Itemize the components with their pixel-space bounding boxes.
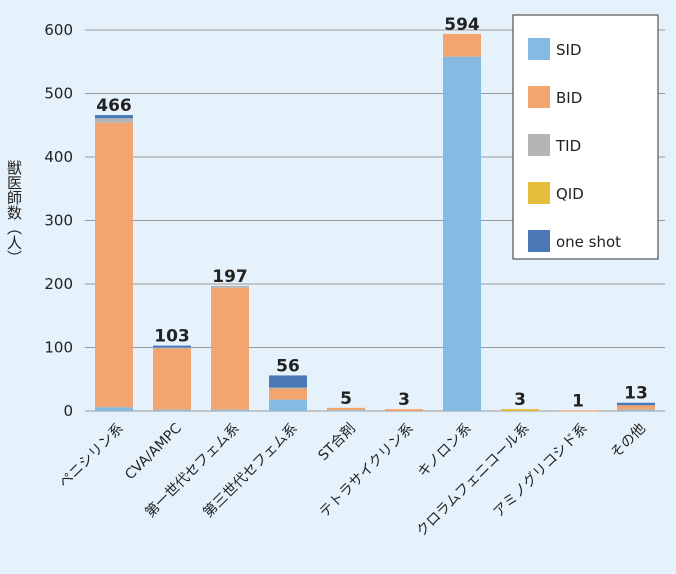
bar-segment	[327, 407, 365, 411]
legend-label: TID	[555, 137, 581, 155]
bar-segment	[95, 118, 133, 123]
bar-segment	[617, 405, 655, 410]
bar-segment	[95, 407, 133, 411]
y-tick-label: 0	[63, 402, 73, 420]
total-label: 1	[572, 391, 584, 411]
total-label: 5	[340, 389, 352, 409]
total-label: 197	[212, 267, 248, 287]
y-tick-label: 100	[44, 339, 73, 357]
bar-segment	[327, 410, 365, 412]
bar-segment	[501, 409, 539, 411]
legend: SID BID TID QID one shot	[512, 14, 659, 260]
legend-swatch	[528, 38, 550, 60]
total-label: 594	[444, 15, 480, 35]
y-tick-label: 500	[44, 85, 73, 103]
bar-segment	[617, 402, 655, 406]
total-label: 13	[624, 384, 648, 404]
bar-segment	[443, 56, 481, 412]
x-category-label: クロラムフェニコール系	[414, 421, 533, 540]
bar-segment	[211, 287, 249, 410]
total-label: 56	[276, 356, 300, 376]
y-tick-label: 400	[44, 148, 73, 166]
bar-segment	[211, 285, 249, 288]
bar-segment	[617, 409, 655, 411]
bar-segment	[559, 410, 597, 412]
total-label: 3	[398, 390, 410, 410]
bar-segment	[269, 388, 307, 400]
bar-segment	[153, 347, 191, 349]
legend-label: BID	[556, 89, 582, 107]
bar-segment	[95, 115, 133, 119]
bar-segment	[443, 33, 481, 57]
legend-label: one shot	[556, 233, 621, 251]
legend-swatch	[528, 86, 550, 108]
y-tick-label: 300	[44, 212, 73, 230]
bar-segment	[385, 409, 423, 411]
total-label: 466	[96, 96, 132, 116]
y-tick-label: 600	[44, 21, 73, 39]
total-label: 103	[154, 327, 190, 347]
legend-label: QID	[556, 185, 584, 203]
bars	[95, 33, 655, 412]
legend-swatch	[528, 182, 550, 204]
x-category-label: ST合剤	[315, 421, 358, 464]
x-category-label: ペニシリン系	[56, 421, 127, 492]
bar-segment	[153, 409, 191, 411]
x-category-label: CVA/AMPC	[122, 420, 185, 483]
bar-segment	[269, 375, 307, 388]
bar-segment	[95, 122, 133, 408]
total-labels: 466 103 197 56 5 3 594 3 1 13	[96, 15, 648, 412]
bar-segment	[211, 409, 249, 411]
bar-segment	[269, 387, 307, 389]
y-tick-label: 200	[44, 275, 73, 293]
total-label: 3	[514, 390, 526, 410]
legend-swatch	[528, 230, 550, 252]
bar-segment	[153, 348, 191, 410]
bar-segment	[153, 345, 191, 348]
bar-segment	[269, 399, 307, 411]
y-axis-ticks: 0 100 200 300 400 500 600	[44, 21, 73, 420]
x-category-label: 第三世代セフェム系	[200, 420, 301, 521]
legend-swatch	[528, 134, 550, 156]
legend-label: SID	[556, 41, 582, 59]
x-category-label: 第一世代セフェム系	[142, 420, 243, 521]
x-category-label: その他	[608, 421, 649, 462]
y-axis-label: 獣医師数（人）	[5, 160, 23, 265]
x-category-label: キノロン系	[415, 421, 475, 481]
